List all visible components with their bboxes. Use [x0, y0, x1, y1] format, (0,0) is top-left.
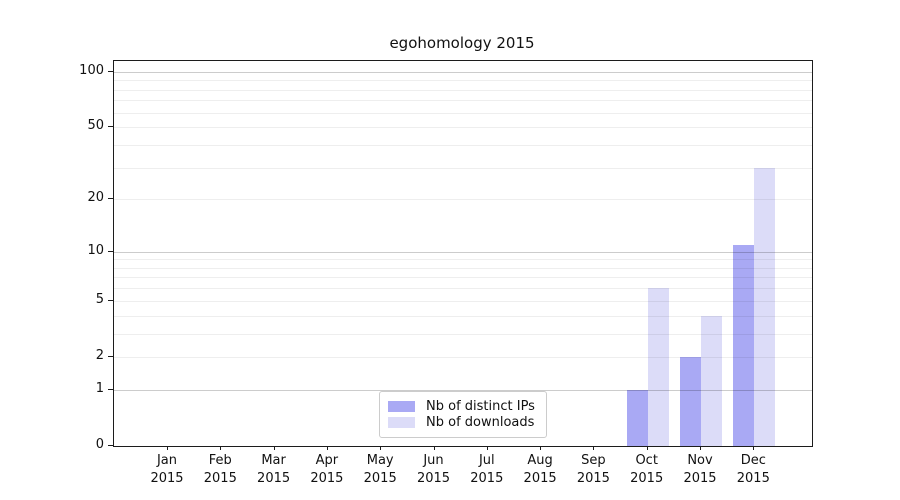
x-tick-label-jul: Jul 2015 [470, 453, 504, 486]
x-tick-label-nov: Nov 2015 [683, 453, 717, 486]
y-tick-mark [108, 299, 113, 301]
legend-swatch-distinct-ips-icon [388, 400, 415, 412]
x-tick-mark [646, 446, 648, 450]
gridline-40 [114, 144, 812, 146]
legend-label-downloads: Nb of downloads [426, 415, 535, 431]
x-tick-mark [540, 446, 542, 450]
x-tick-label-aug: Aug 2015 [523, 453, 557, 486]
x-tick-mark [273, 446, 275, 450]
bar-distinct-ips [626, 389, 648, 446]
x-tick-mark [753, 446, 755, 450]
x-tick-mark [433, 446, 435, 450]
gridline-30 [114, 167, 812, 169]
gridline-8 [114, 267, 812, 269]
gridline-4 [114, 315, 812, 317]
y-tick-label-10: 10 [87, 242, 104, 258]
y-tick-label-100: 100 [79, 62, 104, 78]
y-tick-label-1: 1 [95, 380, 104, 396]
y-tick-label-0: 0 [95, 437, 104, 452]
gridline-5 [114, 300, 812, 302]
legend: Nb of distinct IPs Nb of downloads [379, 391, 547, 438]
gridline-80 [114, 89, 812, 91]
x-tick-label-jan: Jan 2015 [150, 453, 184, 486]
gridline-60 [114, 112, 812, 114]
x-tick-mark [700, 446, 701, 450]
x-tick-label-mar: Mar 2015 [257, 453, 291, 486]
x-tick-mark [380, 446, 382, 450]
bar-downloads [754, 167, 776, 446]
gridline-9 [114, 259, 812, 261]
y-tick-mark [108, 70, 113, 72]
x-tick-label-oct: Oct 2015 [630, 453, 664, 486]
x-tick-label-sep: Sep 2015 [576, 453, 610, 486]
gridline-70 [114, 100, 812, 102]
y-tick-mark [108, 198, 113, 200]
y-tick-label-20: 20 [87, 190, 104, 206]
y-tick-mark [108, 355, 113, 357]
legend-label-distinct-ips: Nb of distinct IPs [426, 398, 535, 414]
x-tick-mark [486, 446, 488, 450]
y-tick-label-50: 50 [87, 118, 104, 134]
bar-downloads [701, 315, 722, 446]
gridline-7 [114, 277, 812, 279]
x-tick-label-apr: Apr 2015 [310, 453, 344, 486]
chart-title: egohomology 2015 [389, 34, 535, 52]
x-tick-mark [326, 446, 328, 450]
x-tick-label-may: May 2015 [363, 453, 397, 486]
legend-item-downloads: Nb of downloads [388, 415, 538, 432]
x-tick-label-dec: Dec 2015 [736, 453, 770, 486]
y-tick-label-2: 2 [95, 347, 104, 363]
bar-distinct-ips [680, 356, 701, 446]
gridline-20 [114, 199, 812, 201]
x-tick-mark [220, 446, 222, 450]
gridline-1 [114, 389, 812, 391]
plot-area: Nb of distinct IPs Nb of downloads [113, 60, 813, 447]
gridline-90 [114, 80, 812, 82]
legend-item-distinct-ips: Nb of distinct IPs [388, 398, 538, 415]
y-tick-mark [108, 445, 113, 446]
y-tick-label-5: 5 [95, 291, 104, 307]
gridline-2 [114, 356, 812, 358]
y-tick-mark [108, 250, 113, 252]
gridline-3 [114, 333, 812, 335]
x-tick-mark [167, 446, 168, 450]
gridline-100 [114, 71, 812, 73]
legend-swatch-downloads-icon [388, 417, 415, 429]
x-tick-mark [593, 446, 595, 450]
bar-distinct-ips [733, 244, 755, 446]
gridline-10 [114, 251, 812, 253]
y-tick-mark [108, 126, 113, 128]
gridline-50 [114, 127, 812, 129]
y-tick-mark [108, 388, 113, 390]
bar-downloads [647, 288, 669, 446]
x-tick-label-feb: Feb 2015 [203, 453, 237, 486]
x-tick-label-jun: Jun 2015 [416, 453, 451, 486]
gridline-6 [114, 288, 812, 290]
